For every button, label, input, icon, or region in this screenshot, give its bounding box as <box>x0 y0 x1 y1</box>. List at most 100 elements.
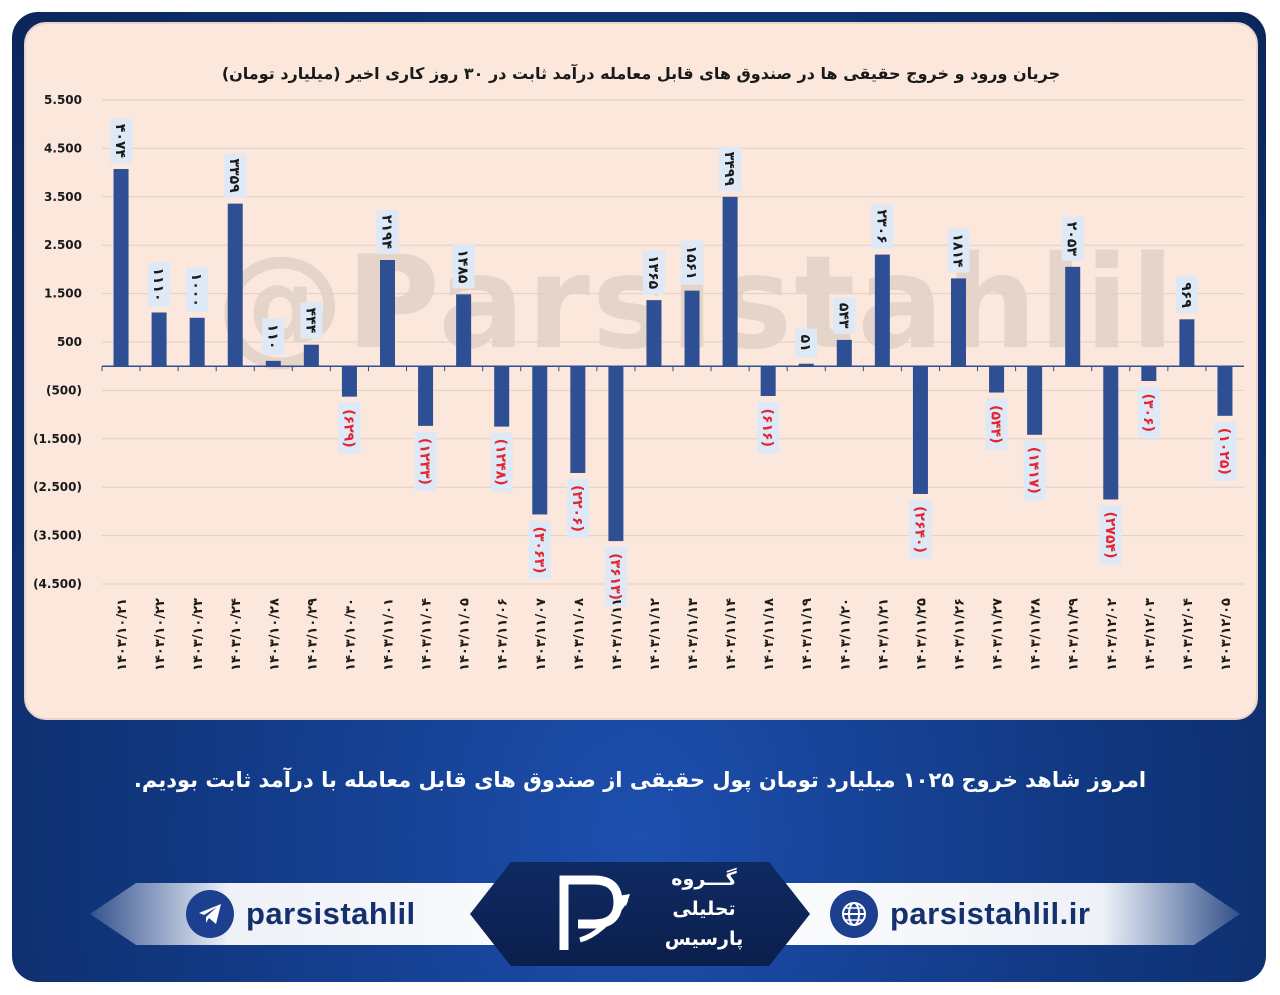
data-label: (۳۰۶۳) <box>528 520 551 580</box>
y-tick-label: (3.500) <box>33 529 82 543</box>
x-tick-label: ۱۴۰۳/۱۰/۲۹ <box>305 598 320 671</box>
bar <box>1103 366 1119 500</box>
data-label-text: (۱۲۴۸) <box>493 439 509 486</box>
data-label-text: (۱۲۳۳) <box>417 438 433 485</box>
data-label: ۵۴۳ <box>833 297 856 334</box>
data-label: ۱۰۰۰ <box>186 267 209 312</box>
data-label-box <box>338 402 361 455</box>
y-tick-label: (2.500) <box>33 480 82 494</box>
data-label-text: (۳۰۶) <box>1140 394 1156 432</box>
x-tick-label: ۱۴۰۳/۱۱/۱۲ <box>648 598 663 671</box>
data-label-text: ۲۱۹۴ <box>379 215 395 250</box>
data-label-box <box>186 267 209 312</box>
data-label-box <box>604 547 627 607</box>
x-tick-label: ۱۴۰۳/۱۱/۲۶ <box>953 598 968 671</box>
data-label-text: ۴۰۷۴ <box>112 124 128 159</box>
bar <box>189 317 205 367</box>
bar <box>684 290 700 367</box>
caption: امروز شاهد خروج ۱۰۲۵ میلیارد تومان پول ح… <box>133 768 1147 792</box>
data-label: (۱۴۱۷) <box>1023 440 1046 500</box>
data-label: (۳۰۶) <box>1137 387 1160 439</box>
x-tick-label: ۱۴۰۳/۱۱/۲۵ <box>914 598 929 671</box>
data-label-box <box>871 204 894 249</box>
data-label-text: ۱۱۱۰ <box>150 267 166 301</box>
x-tick-label: ۱۴۰۳/۱۱/۲۷ <box>991 598 1006 671</box>
website-link[interactable]: parsistahlil.ir <box>830 888 1090 940</box>
data-label-text: ۱۴۸۵ <box>455 249 471 284</box>
data-label: ۲۱۹۴ <box>376 210 399 255</box>
globe-icon <box>830 890 878 938</box>
bar <box>912 366 928 494</box>
bar <box>570 366 586 473</box>
y-tick-label: 4.500 <box>44 141 82 155</box>
data-label-box <box>1175 276 1198 314</box>
y-tick-label: 3.500 <box>44 190 82 204</box>
x-tick-label: ۱۴۰۳/۱۱/۲۹ <box>1067 598 1082 671</box>
x-tick-label: ۱۴۰۳/۱۱/۰۱ <box>382 598 397 671</box>
data-label-text: (۳۶۱۳) <box>607 553 623 600</box>
x-tick-label: ۱۴۰۳/۱۱/۲۸ <box>1029 598 1044 671</box>
bar <box>494 366 510 427</box>
x-tick-label: ۱۴۰۳/۱۱/۱۱ <box>610 598 625 671</box>
data-label: ۱۱۱۰ <box>148 262 171 307</box>
data-label: ۳۴۹۹ <box>719 146 742 191</box>
data-label-box <box>833 297 856 334</box>
y-tick-label: (500) <box>46 383 82 397</box>
bar <box>836 339 852 367</box>
data-label: ۳۳۵۹ <box>224 153 247 198</box>
data-label-text: ۱۵۶۱ <box>683 246 699 280</box>
bar <box>1141 366 1157 382</box>
data-label-text: (۲۷۵۴) <box>1102 512 1118 559</box>
data-label-box <box>642 250 665 295</box>
data-label: (۶۱۶) <box>757 402 780 454</box>
data-label-text: (۵۴۴) <box>988 405 1004 443</box>
x-tick-label: ۱۴۰۳/۱۱/۰۵ <box>458 598 473 671</box>
data-label-text: ۹۶۹ <box>1178 282 1194 308</box>
data-label-text: ۲۰۵۳ <box>1064 222 1080 257</box>
y-tick-label: 1.500 <box>44 287 82 301</box>
x-tick-label: ۱۴۰۳/۱۰/۲۲ <box>153 598 168 671</box>
bar <box>113 169 129 367</box>
data-label-box <box>414 431 437 491</box>
data-label-text: (۲۶۴۰) <box>911 506 927 553</box>
data-label-box <box>148 262 171 307</box>
x-tick-label: ۱۴۰۳/۱۱/۱۴ <box>724 598 739 671</box>
bar <box>874 254 890 367</box>
data-label: ۱۳۶۵ <box>642 250 665 295</box>
data-label-text: ۱۱۰ <box>264 324 280 350</box>
bar <box>646 300 662 367</box>
x-tick-label: ۱۴۰۳/۱۱/۰۶ <box>496 598 511 671</box>
data-label-box <box>300 302 323 339</box>
x-tick-label: ۱۴۰۳/۱۰/۲۳ <box>191 598 206 671</box>
data-label: (۵۴۴) <box>985 398 1008 451</box>
x-tick-label: ۱۴۰۳/۱۲/۰۵ <box>1219 598 1234 671</box>
bar <box>1179 319 1195 367</box>
bar <box>418 366 434 426</box>
bar <box>989 366 1005 393</box>
data-label-box <box>947 228 970 273</box>
website-url: parsistahlil.ir <box>890 896 1091 931</box>
data-label: ۲۳۰۶ <box>871 204 894 249</box>
data-label-text: ۳۳۵۹ <box>226 159 242 194</box>
bar <box>1065 266 1081 367</box>
data-label: (۲۲۰۶) <box>566 478 589 538</box>
data-label-text: ۵۱ <box>797 335 813 352</box>
x-tick-label: ۱۴۰۳/۱۰/۲۱ <box>115 598 130 671</box>
telegram-link[interactable]: parsistahlil <box>186 888 416 940</box>
x-tick-label: ۱۴۰۳/۱۱/۰۴ <box>420 598 435 671</box>
data-label: (۲۶۴۰) <box>909 499 932 559</box>
telegram-icon <box>186 890 234 938</box>
logo-mark-icon <box>559 875 630 950</box>
data-label-box <box>1137 387 1160 439</box>
data-label-text: (۳۰۶۳) <box>531 526 547 573</box>
bar <box>532 366 548 515</box>
data-label-box <box>376 210 399 255</box>
x-tick-label: ۱۴۰۳/۱۲/۰۴ <box>1181 598 1196 671</box>
bar <box>798 363 814 367</box>
telegram-handle: parsistahlil <box>246 896 416 931</box>
x-tick-label: ۱۴۰۳/۱۱/۱۳ <box>686 598 701 671</box>
data-label-box <box>490 432 513 492</box>
chart-title: جریان ورود و خروج حقیقی ها در صندوق های … <box>221 64 1061 83</box>
data-label: ۴۴۴ <box>300 302 323 339</box>
data-label-box <box>795 328 818 358</box>
